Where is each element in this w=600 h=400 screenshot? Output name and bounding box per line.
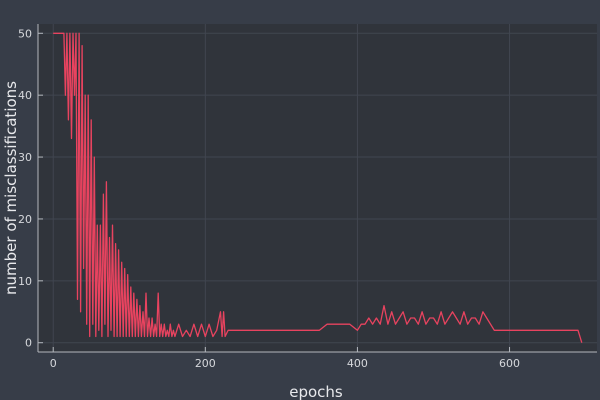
y-axis-title: number of misclassifications xyxy=(2,81,20,295)
y-tick-label: 30 xyxy=(18,151,32,164)
misclassification-series-line xyxy=(53,32,583,343)
x-tick-label: 400 xyxy=(347,357,368,370)
y-tick-label: 50 xyxy=(18,27,32,40)
x-tick-label: 0 xyxy=(50,357,57,370)
x-tick-label: 600 xyxy=(499,357,520,370)
y-tick-label: 40 xyxy=(18,89,32,102)
tick-labels: 0 200 400 600 0 10 20 30 40 50 xyxy=(18,27,520,370)
plot-area xyxy=(38,24,597,352)
y-tick-label: 10 xyxy=(18,275,32,288)
grid-lines xyxy=(38,24,597,352)
x-axis-title: epochs xyxy=(289,383,343,400)
x-tick-label: 200 xyxy=(195,357,216,370)
axes xyxy=(37,24,597,353)
y-tick-label: 0 xyxy=(25,337,32,350)
y-tick-label: 20 xyxy=(18,213,32,226)
